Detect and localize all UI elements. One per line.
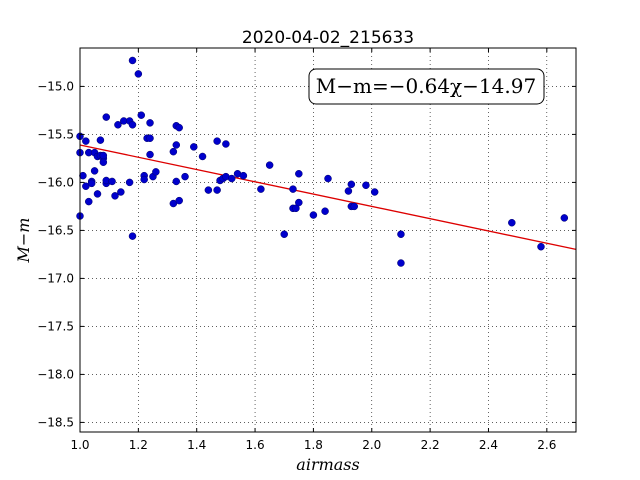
data-point [169, 147, 178, 156]
data-point [128, 232, 137, 240]
data-point [321, 207, 329, 215]
data-point [204, 186, 213, 194]
data-point [82, 137, 90, 145]
axis-ticks [79, 48, 576, 432]
grid [79, 48, 576, 432]
fit-line [79, 144, 577, 251]
data-point [117, 188, 125, 196]
x-tick-label: 2.2 [421, 438, 440, 452]
data-point [114, 121, 122, 129]
data-point [227, 174, 236, 183]
data-point [146, 119, 154, 127]
x-tick-label: 1.6 [246, 438, 265, 452]
data-point [99, 158, 108, 166]
data-point [239, 171, 248, 180]
y-tick-label: −18.0 [37, 367, 74, 381]
data-point [96, 136, 105, 144]
x-tick-label: 1.8 [304, 438, 323, 452]
x-tick-label: 1.0 [70, 438, 89, 452]
data-point [125, 178, 134, 187]
data-point [99, 151, 108, 160]
data-point [560, 214, 569, 222]
data-point [397, 259, 405, 267]
data-point [295, 170, 303, 178]
data-point [175, 123, 183, 132]
data-point [87, 179, 96, 188]
data-point [309, 211, 318, 219]
data-point [347, 180, 356, 189]
data-point [90, 167, 99, 175]
data-point [190, 143, 198, 151]
x-axis-label: airmass [296, 455, 359, 474]
data-point [537, 242, 545, 251]
x-tick-labels: 1.0 1.2 1.4 1.6 1.8 2.0 2.2 2.4 2.6 [70, 438, 556, 452]
x-tick-label: 2.0 [362, 438, 381, 452]
chart-title: 2020-04-02_215633 [242, 28, 414, 48]
data-point [222, 140, 230, 148]
data-point [172, 177, 181, 186]
data-point [128, 56, 137, 65]
data-point [280, 230, 288, 238]
data-point [508, 218, 516, 227]
scatter-points [76, 56, 569, 267]
data-point [370, 188, 379, 196]
fit-line-layer [79, 144, 577, 251]
annotation-text: M−m=−0.64χ−14.97 [316, 74, 536, 98]
data-point [213, 137, 221, 145]
data-point [102, 113, 111, 121]
data-point [93, 190, 102, 198]
data-point [175, 196, 183, 205]
data-point [289, 185, 297, 193]
data-point [362, 181, 370, 190]
data-point [134, 70, 143, 78]
plot-frame [79, 47, 577, 433]
data-point [152, 168, 160, 176]
data-point [198, 152, 207, 161]
x-tick-label: 2.6 [537, 438, 556, 452]
data-point [128, 121, 137, 129]
data-point [350, 202, 359, 211]
y-tick-labels: −15.0 −15.5 −16.0 −16.5 −17.0 −17.5 −18.0 −18.5 [37, 79, 74, 429]
y-tick-label: −16.5 [37, 223, 74, 237]
data-point [265, 161, 274, 169]
y-tick-label: −16.0 [37, 175, 74, 189]
data-point [324, 174, 332, 183]
data-point [140, 175, 148, 184]
x-tick-label: 1.4 [187, 438, 206, 452]
data-point [108, 177, 116, 186]
data-point [146, 150, 154, 159]
data-point [213, 186, 221, 194]
y-tick-label: −17.0 [37, 271, 74, 285]
data-point [85, 197, 93, 206]
data-point [181, 172, 189, 181]
equation-annotation: M−m=−0.64χ−14.97 [308, 68, 545, 105]
y-tick-label: −15.5 [37, 127, 74, 141]
data-point [295, 198, 303, 207]
data-point [146, 134, 154, 142]
x-tick-label: 2.4 [479, 438, 498, 452]
data-point [344, 187, 353, 195]
data-point [137, 111, 146, 119]
x-tick-label: 1.2 [129, 438, 148, 452]
data-point [257, 185, 265, 193]
data-point [397, 230, 405, 238]
annotation-box [308, 68, 545, 105]
y-axis-label: M−m [14, 218, 33, 264]
data-point [111, 192, 119, 200]
y-tick-label: −17.5 [37, 319, 74, 333]
data-point [79, 171, 87, 180]
data-point [172, 141, 181, 149]
y-tick-label: −18.5 [37, 415, 74, 429]
y-tick-label: −15.0 [37, 79, 74, 93]
